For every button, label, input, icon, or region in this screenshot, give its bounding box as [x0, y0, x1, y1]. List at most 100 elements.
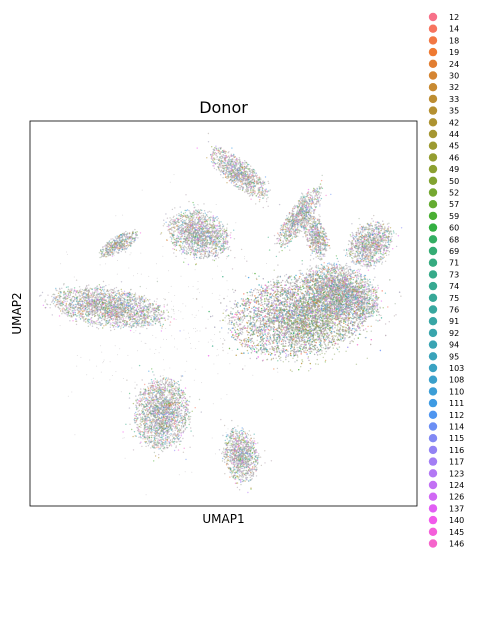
- scatter-point: [248, 345, 251, 347]
- scatter-point: [295, 350, 298, 352]
- scatter-point: [279, 295, 282, 298]
- scatter-point: [288, 360, 290, 363]
- scatter-point: [400, 295, 402, 297]
- scatter-point: [249, 294, 251, 297]
- scatter-point: [272, 357, 275, 360]
- scatter-point: [236, 335, 238, 338]
- scatter-point: [280, 349, 282, 351]
- scatter-point: [318, 317, 321, 319]
- scatter-point: [298, 306, 300, 309]
- scatter-point: [286, 312, 288, 314]
- scatter-point: [272, 284, 275, 287]
- scatter-point: [253, 312, 255, 315]
- scatter-point: [266, 300, 269, 302]
- scatter-point: [259, 289, 261, 291]
- scatter-point: [266, 338, 269, 340]
- scatter-point: [223, 339, 226, 341]
- scatter-point: [258, 320, 260, 322]
- scatter-point: [272, 340, 274, 342]
- scatter-point: [289, 352, 292, 355]
- scatter-point: [273, 298, 275, 300]
- scatter-point: [266, 325, 268, 328]
- scatter-point: [258, 275, 260, 277]
- scatter-point: [243, 341, 246, 343]
- scatter-point: [275, 309, 277, 311]
- scatter-point: [255, 332, 258, 334]
- scatter-point: [309, 368, 312, 370]
- scatter-point: [269, 354, 272, 356]
- scatter-point: [296, 324, 298, 326]
- scatter-point: [283, 305, 285, 308]
- scatter-point: [340, 337, 342, 339]
- scatter-point: [263, 307, 266, 309]
- scatter-point: [276, 344, 278, 347]
- scatter-point: [276, 343, 278, 345]
- scatter-point: [264, 303, 266, 305]
- scatter-point: [278, 350, 280, 352]
- scatter-point: [283, 333, 286, 335]
- scatter-point: [266, 308, 268, 310]
- scatter-point: [340, 340, 342, 342]
- scatter-point: [231, 321, 233, 323]
- scatter-point: [247, 345, 249, 348]
- scatter-point: [250, 291, 253, 293]
- scatter-point: [253, 314, 255, 316]
- scatter-point: [265, 313, 267, 315]
- scatter-point: [243, 315, 245, 317]
- scatter-point: [247, 326, 249, 329]
- scatter-point: [269, 298, 271, 300]
- scatter-point: [277, 360, 279, 362]
- scatter-point: [347, 322, 350, 324]
- scatter-point: [374, 308, 376, 310]
- scatter-point: [270, 287, 273, 290]
- scatter-point: [331, 325, 334, 327]
- scatter-point: [272, 302, 274, 305]
- scatter-point: [229, 300, 231, 303]
- scatter-point: [273, 308, 275, 310]
- scatter-point: [286, 303, 288, 305]
- scatter-point: [274, 331, 276, 333]
- scatter-point: [263, 351, 265, 353]
- plot-frame: [29, 120, 418, 507]
- scatter-point: [245, 304, 248, 306]
- scatter-point: [282, 345, 284, 347]
- scatter-point: [272, 278, 274, 281]
- scatter-point: [289, 369, 292, 371]
- scatter-point: [262, 295, 264, 297]
- scatter-point: [245, 308, 247, 310]
- scatter-point: [379, 319, 381, 321]
- scatter-point: [288, 334, 290, 336]
- scatter-point: [293, 320, 295, 322]
- scatter-point: [294, 361, 296, 363]
- scatter-point: [278, 281, 280, 284]
- scatter-point: [295, 353, 297, 355]
- scatter-point: [299, 347, 301, 349]
- scatter-point: [246, 300, 249, 303]
- scatter-point: [270, 318, 272, 320]
- scatter-point: [268, 343, 270, 346]
- scatter-point: [241, 330, 243, 333]
- scatter-point: [260, 347, 262, 349]
- scatter-point: [234, 326, 237, 328]
- scatter-point: [296, 314, 298, 317]
- scatter-point: [268, 301, 270, 303]
- scatter-point: [231, 320, 233, 322]
- scatter-point: [245, 341, 248, 343]
- scatter-point: [255, 329, 257, 332]
- scatter-point: [301, 359, 303, 361]
- scatter-point: [282, 340, 285, 343]
- scatter-point: [358, 321, 360, 323]
- scatter-point: [242, 319, 244, 321]
- scatter-point: [367, 325, 369, 328]
- scatter-point: [236, 348, 239, 350]
- scatter-point: [257, 350, 259, 352]
- scatter-point: [265, 335, 267, 337]
- scatter-point: [263, 337, 265, 340]
- scatter-point: [195, 298, 198, 300]
- scatter-point: [243, 325, 245, 327]
- scatter-point: [255, 277, 258, 280]
- scatter-point: [262, 333, 264, 335]
- scatter-point: [225, 315, 227, 317]
- scatter-point: [323, 339, 325, 341]
- scatter-point: [284, 314, 286, 316]
